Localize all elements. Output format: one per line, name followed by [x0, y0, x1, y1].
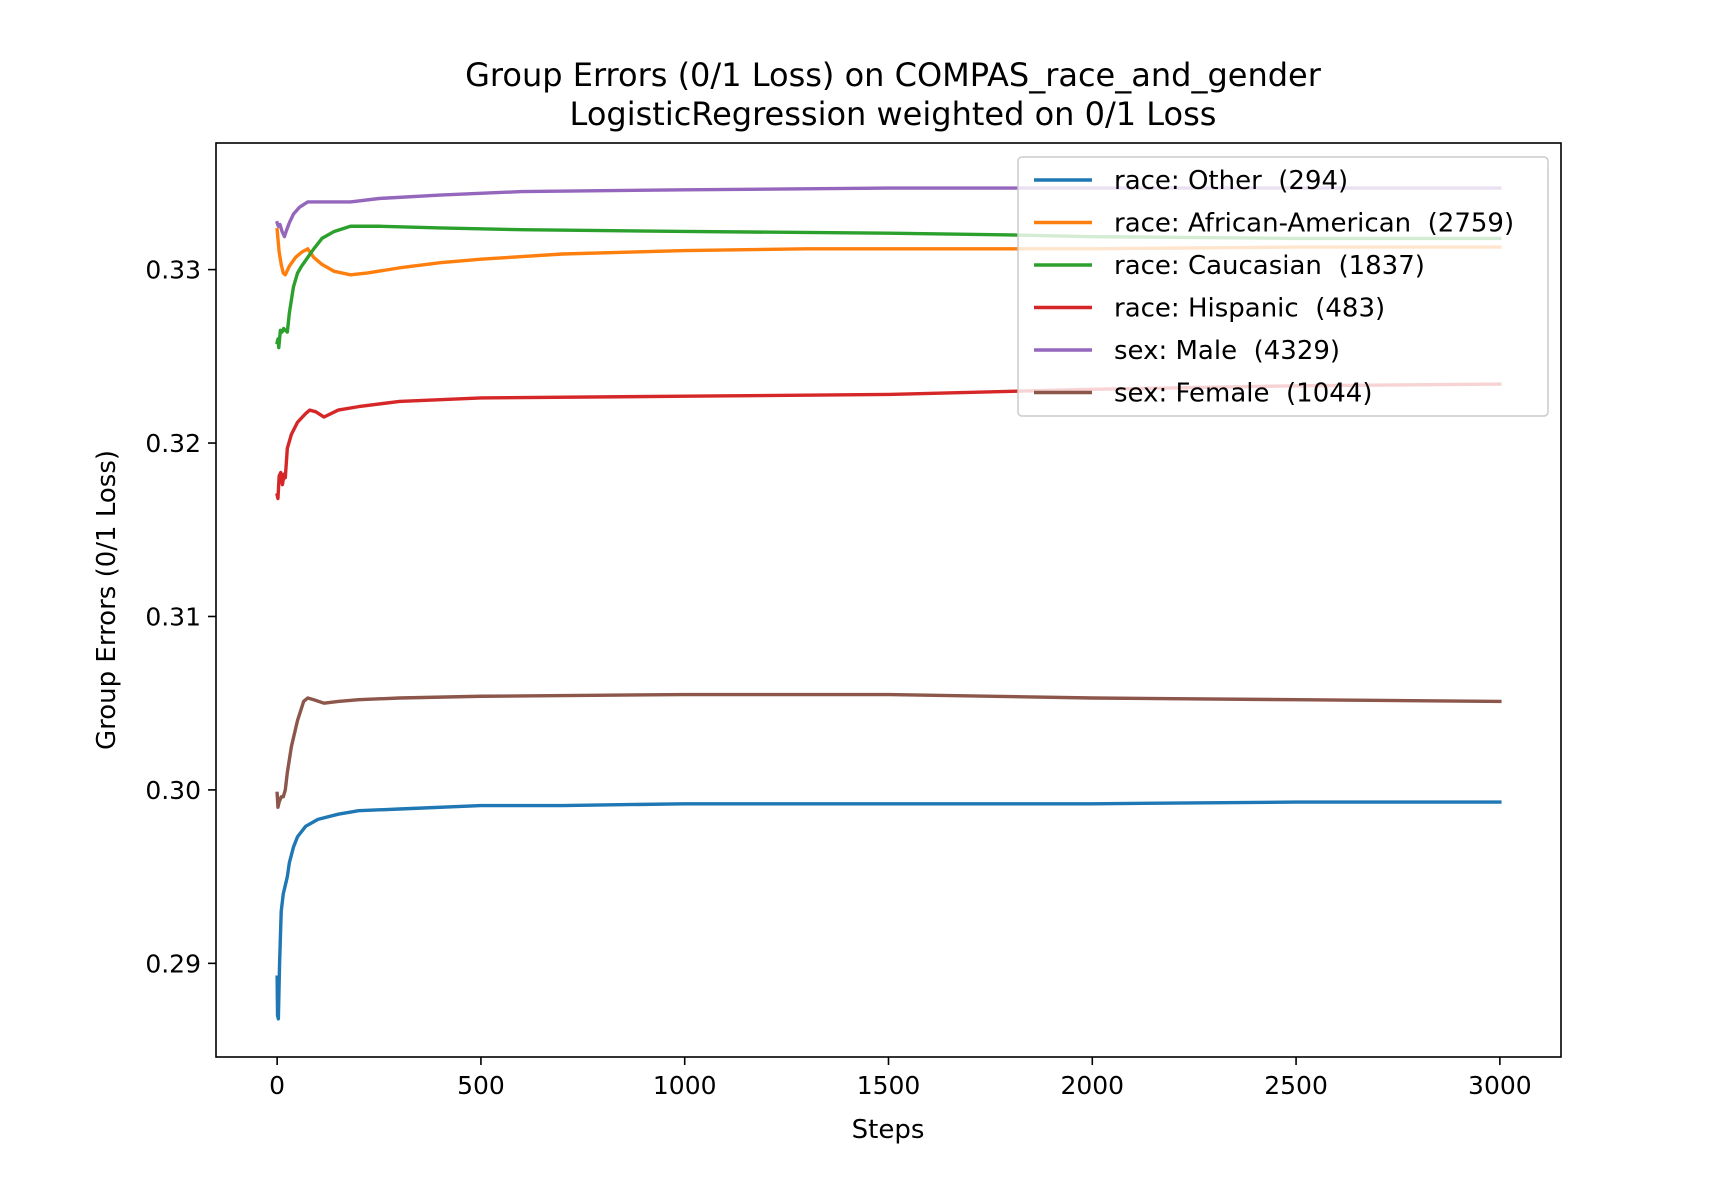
- y-axis: 0.29 0.30 0.31 0.32 0.33: [145, 256, 216, 978]
- x-tick-label: 500: [457, 1071, 505, 1100]
- series-line-4: [274, 186, 1502, 239]
- x-tick-label: 3000: [1468, 1071, 1532, 1100]
- series-line-5: [275, 692, 1502, 809]
- y-axis-label: Group Errors (0/1 Loss): [92, 450, 122, 750]
- x-tick-label: 1000: [653, 1071, 717, 1100]
- x-axis: 0 500 1000 1500 2000 2500 3000: [269, 1057, 1532, 1100]
- legend-entries: race: Other (294) race: African-American …: [1034, 166, 1514, 409]
- y-tick-label: 0.32: [145, 429, 201, 458]
- x-tick-label: 2000: [1060, 1071, 1124, 1100]
- x-axis-label: Steps: [852, 1115, 925, 1145]
- chart-subtitle: LogisticRegression weighted on 0/1 Loss: [570, 95, 1217, 133]
- series-layer: [274, 186, 1502, 1021]
- x-tick-label: 0: [269, 1071, 285, 1100]
- legend-label: sex: Female (1044): [1114, 379, 1373, 409]
- x-tick-label: 1500: [857, 1071, 921, 1100]
- legend: race: Other (294) race: African-American …: [1017, 156, 1549, 417]
- legend-label: race: African-American (2759): [1114, 209, 1514, 239]
- y-tick-label: 0.29: [145, 949, 201, 978]
- legend-label: race: Other (294): [1114, 166, 1348, 196]
- y-tick-label: 0.33: [145, 256, 201, 285]
- x-tick-label: 2500: [1264, 1071, 1328, 1100]
- series-line-1: [275, 227, 1502, 277]
- legend-box: [1017, 156, 1549, 417]
- legend-label: race: Hispanic (483): [1114, 294, 1385, 324]
- y-tick-label: 0.30: [145, 776, 201, 805]
- legend-label: sex: Male (4329): [1114, 336, 1340, 366]
- y-tick-label: 0.31: [145, 602, 201, 631]
- chart-title: Group Errors (0/1 Loss) on COMPAS_race_a…: [465, 56, 1322, 94]
- legend-label: race: Caucasian (1837): [1114, 251, 1425, 281]
- series-line-3: [275, 382, 1502, 501]
- series-line-0: [275, 800, 1502, 1021]
- series-line-2: [275, 224, 1502, 350]
